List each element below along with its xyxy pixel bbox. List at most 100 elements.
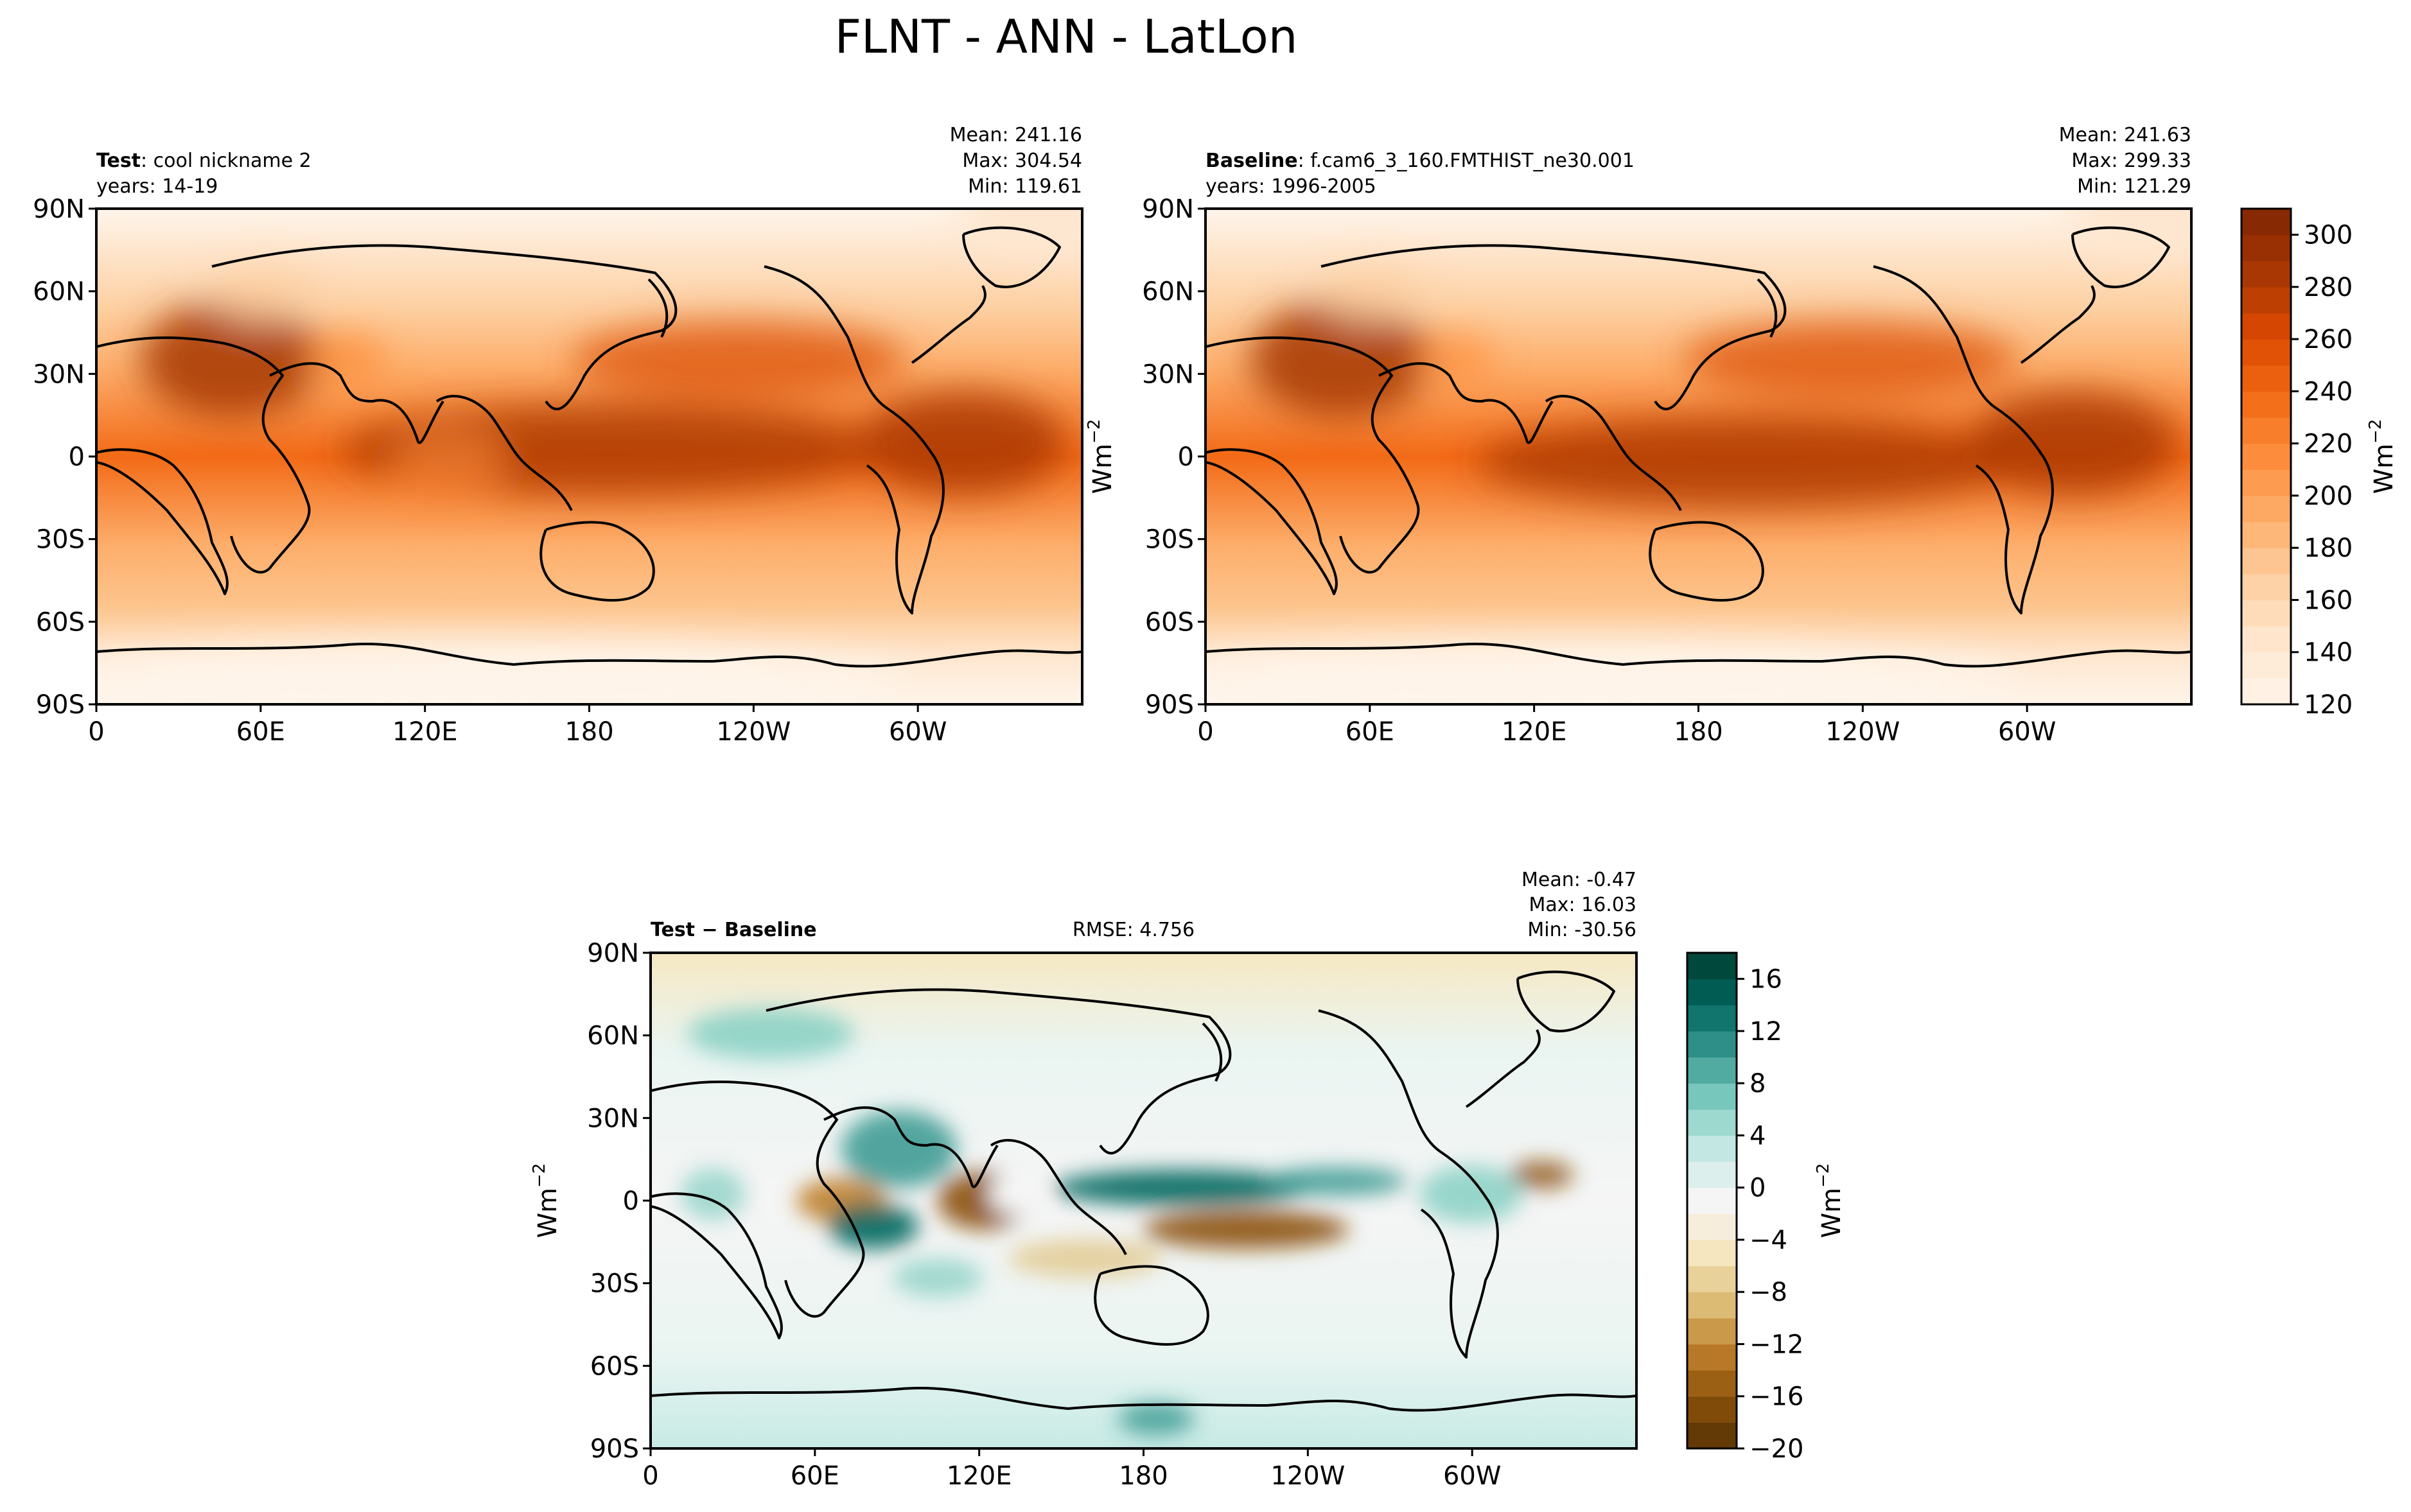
absTicks-label: 280: [2304, 273, 2353, 302]
diffTicks-label: −16: [1749, 1382, 1803, 1412]
baseline-lon-ticks-label: 180: [1674, 717, 1723, 747]
test-years: years: 14-19: [96, 175, 218, 198]
diffBands-band: [1687, 1057, 1737, 1084]
diff-lat-ticks-label: 60S: [590, 1351, 639, 1381]
diffBands-band: [1687, 978, 1737, 1005]
test-lat-ticks-label: 30N: [33, 360, 85, 389]
baseline-lon-ticks-label: 60W: [1998, 717, 2056, 747]
diff-lon-ticks-label: 60W: [1443, 1461, 1501, 1491]
suptitle: FLNT - ANN - LatLon: [835, 10, 1298, 64]
diffTicks-label: 0: [1749, 1174, 1766, 1203]
baseline-lat-ticks-label: 60S: [1145, 607, 1194, 637]
test-lon-ticks-label: 180: [565, 717, 613, 747]
baseline-lat-ticks-label: 30S: [1145, 525, 1194, 555]
diff-lon-ticks-label: 180: [1119, 1461, 1168, 1491]
diff-min: Min: -30.56: [1527, 919, 1636, 941]
diff-colorbar-bands: [1687, 953, 1737, 1449]
diff-lat-ticks-label: 60N: [587, 1021, 639, 1051]
abs-colorbar: 120 140 160 180 200 220 240 260 280 300 Wm−2: [2240, 207, 2399, 720]
absBands-band: [2241, 573, 2291, 601]
diff-y-unit: Wm−2: [530, 1163, 563, 1238]
test-lon-ticks-label: 60W: [889, 717, 947, 747]
test-max: Max: 304.54: [962, 150, 1082, 172]
test-lon-ticks-label: 0: [88, 717, 104, 747]
absTicks-label: 160: [2304, 586, 2353, 615]
abs-colorbar-ticks: 120 140 160 180 200 220 240 260 280 300: [2291, 221, 2353, 720]
diff-lon-ticks-label: 0: [642, 1461, 658, 1491]
diff-lat-ticks-label: 30N: [587, 1104, 639, 1133]
test-map: [96, 209, 1082, 704]
abs-colorbar-frame: [2240, 207, 2292, 706]
absTicks-label: 140: [2304, 638, 2353, 668]
absBands-band: [2241, 652, 2291, 679]
absBands-band: [2241, 521, 2291, 548]
diff-lat-ticks-label: 90S: [590, 1434, 639, 1464]
diffBands-band: [1687, 953, 1737, 980]
absTicks-label: 300: [2304, 221, 2353, 250]
diffBands-band: [1687, 1005, 1737, 1032]
absBands-band: [2241, 261, 2291, 288]
diffBands-band: [1687, 1083, 1737, 1110]
absBands-band: [2241, 417, 2291, 444]
baseline-lon-ticks: 0 60E 120E 180 120W 60W: [1197, 704, 2056, 747]
diff-colorbar-unit: Wm−2: [1814, 1163, 1846, 1238]
diffBands-band: [1687, 1292, 1737, 1319]
absBands-band: [2241, 209, 2291, 236]
diff-map: [651, 953, 1636, 1448]
test-label-bold: Test: [96, 150, 141, 172]
absTicks-label: 240: [2304, 377, 2353, 406]
baseline-y-unit: Wm−2: [1085, 419, 1118, 494]
baseline-map: [1206, 209, 2191, 704]
diff-lon-ticks-label: 120W: [1270, 1461, 1345, 1491]
absBands-band: [2241, 469, 2291, 496]
diffTicks-label: −12: [1749, 1330, 1803, 1359]
diffBands-band: [1687, 1187, 1737, 1214]
baseline-lon-ticks-label: 120W: [1825, 717, 1900, 747]
absBands-band: [2241, 313, 2291, 340]
baseline-lon-ticks-label: 60E: [1346, 717, 1394, 747]
baseline-min: Min: 121.29: [2077, 175, 2191, 198]
diff-colorbar-ticks: −20 −16 −12 −8 −4 0 4 8 12 16: [1737, 965, 1803, 1464]
baseline-lat-ticks-label: 90S: [1145, 690, 1194, 720]
baseline-lon-ticks-label: 120E: [1502, 717, 1567, 747]
baseline-panel: Baseline: f.cam6_3_160.FMTHIST_ne30.001 …: [1085, 124, 2193, 747]
baseline-lat-ticks-label: 30N: [1142, 360, 1194, 389]
test-label-rest: : cool nickname 2: [141, 150, 311, 172]
test-panel: Test: cool nickname 2 years: 14-19 Mean:…: [33, 124, 1083, 747]
diff-mean: Mean: -0.47: [1521, 869, 1636, 891]
baseline-label-rest: : f.cam6_3_160.FMTHIST_ne30.001: [1298, 150, 1635, 172]
absBands-band: [2241, 626, 2291, 653]
diffBands-band: [1687, 1370, 1737, 1397]
diff-label: Test − Baseline: [651, 919, 817, 941]
diff-colorbar-frame: [1686, 952, 1738, 1450]
absBands-band: [2241, 443, 2291, 470]
baseline-lon-ticks-label: 0: [1197, 717, 1213, 747]
diff-colorbar: −20 −16 −12 −8 −4 0 4 8 12 16 Wm−2: [1686, 952, 1846, 1464]
diff-lat-ticks: 90N 60N 30N 0 30S 60S 90S: [587, 939, 651, 1464]
diff-rmse: RMSE: 4.756: [1073, 919, 1195, 941]
diff-lon-ticks: 0 60E 120E 180 120W 60W: [642, 1448, 1501, 1491]
diffTicks-label: 4: [1749, 1121, 1766, 1151]
absBands-band: [2241, 339, 2291, 366]
abs-colorbar-bands: [2241, 209, 2291, 705]
baseline-max: Max: 299.33: [2071, 150, 2191, 172]
test-field-features: [96, 209, 1082, 704]
test-lat-ticks-label: 30S: [36, 525, 85, 555]
test-lat-ticks-label: 0: [69, 442, 85, 472]
baseline-lat-ticks-label: 0: [1178, 442, 1194, 472]
test-lat-ticks-label: 60S: [36, 607, 85, 637]
test-lon-ticks-label: 120W: [716, 717, 791, 747]
absBands-band: [2241, 365, 2291, 392]
test-lon-ticks: 0 60E 120E 180 120W 60W: [88, 704, 947, 747]
absTicks-label: 260: [2304, 325, 2353, 354]
baseline-lat-ticks: 90N 60N 30N 0 30S 60S 90S: [1142, 195, 1206, 720]
diffTicks-label: −20: [1749, 1434, 1803, 1464]
absTicks-label: 120: [2304, 690, 2353, 720]
diffTicks-label: 8: [1749, 1069, 1766, 1099]
diff-max: Max: 16.03: [1529, 894, 1636, 916]
absBands-band: [2241, 286, 2291, 314]
absBands-band: [2241, 391, 2291, 418]
absBands-band: [2241, 548, 2291, 575]
test-min: Min: 119.61: [968, 175, 1082, 198]
